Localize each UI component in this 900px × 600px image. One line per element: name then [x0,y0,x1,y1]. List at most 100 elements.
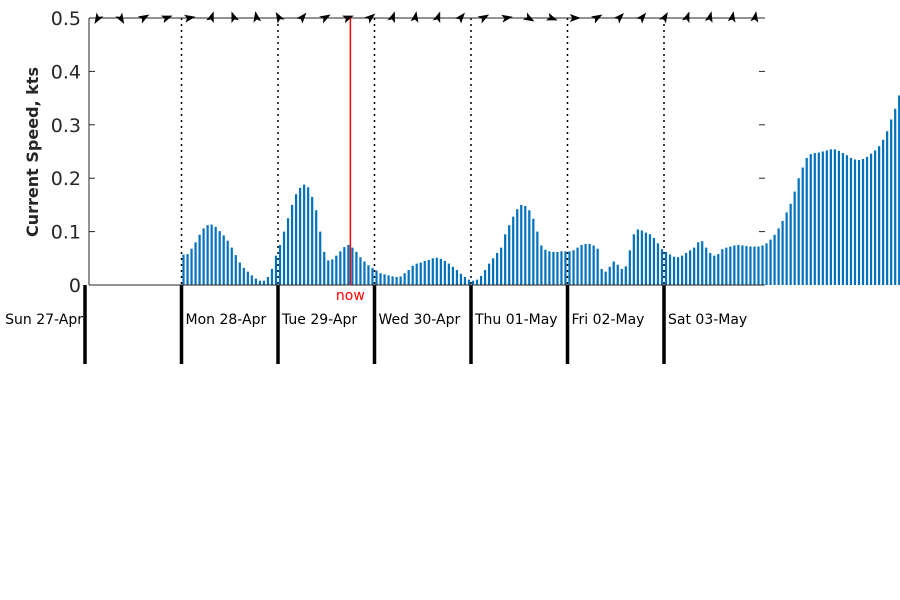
bar [612,261,615,285]
bar [580,244,583,285]
bar [504,234,507,285]
y-tick-label: 0.1 [51,222,81,244]
bar [540,245,543,285]
bar [331,259,334,285]
bar [512,216,515,285]
day-label: Tue 29-Apr [281,312,357,328]
bar [640,230,643,285]
bar [536,231,539,285]
x-axis-day-labels: Sun 27-Apr Mon 28-Apr Tue 29-Apr Wed 30-Apr… [5,312,747,328]
bar [492,258,495,285]
bar [266,276,270,285]
bar [886,131,889,285]
bar [596,248,599,285]
bar [423,260,426,285]
direction-arrow [545,12,558,21]
bar [483,270,487,285]
bar [805,157,808,285]
bar [383,274,386,285]
bar [849,157,853,285]
bar [319,231,322,285]
bar [676,257,680,285]
y-tick-label: 0.5 [51,8,81,30]
direction-arrows [94,11,759,25]
bar [399,276,402,285]
direction-arrow [477,14,490,24]
bar [391,276,394,285]
bar [439,258,442,285]
bar [833,149,836,285]
day-separators [83,18,666,364]
bar [487,263,491,285]
direction-arrow [160,15,173,24]
direction-arrow [115,12,125,25]
bar [660,249,664,285]
bar [785,212,788,285]
bar [765,243,768,285]
bar [339,251,342,285]
bar [206,225,209,285]
bar [315,210,318,285]
day-label: Mon 28-Apr [186,312,267,328]
bar [890,119,893,286]
bar [455,270,459,285]
bar [857,160,861,285]
bar [701,241,704,285]
bar [813,153,816,285]
now-label: now [336,288,365,304]
bar [190,248,193,285]
bar [648,234,652,285]
direction-arrow [501,14,513,23]
bar [496,252,499,285]
direction-arrow [319,14,331,24]
bar [552,251,555,285]
day-label: Fri 02-May [572,312,645,328]
bar [568,251,571,285]
bar [757,246,760,285]
y-tick-label: 0.4 [51,61,81,83]
bar [246,271,249,285]
bar [198,234,201,285]
bar [435,257,438,285]
bar [829,149,832,285]
day-label: Wed 30-Apr [379,312,461,328]
bar [508,225,511,285]
bar [548,251,551,285]
bar [564,251,567,285]
bar [294,194,298,285]
bar [262,280,266,285]
bar [644,232,648,285]
bar [290,204,294,285]
bar [258,280,262,285]
y-tick-label: 0 [69,275,81,297]
bar [761,245,764,285]
direction-arrow [296,12,307,24]
bar [592,245,595,285]
bar [343,247,346,285]
bar [753,246,756,285]
bar [226,240,229,285]
bar [693,247,696,285]
direction-arrow [432,11,441,24]
direction-arrow [94,12,104,25]
bar [278,244,282,285]
bar [769,239,772,285]
bar [560,251,563,285]
bar [463,276,467,285]
bar [821,151,824,285]
bar [616,264,619,285]
bar [411,265,414,285]
bar [837,150,841,285]
bar [873,150,877,285]
bar [656,243,660,285]
bar [371,267,374,285]
y-axis-label: Current Speed, kts [23,67,42,237]
bar [500,247,503,285]
direction-arrow [342,15,354,24]
bar [467,279,471,285]
bar [323,251,326,285]
bar [532,218,535,285]
bar [572,250,575,285]
bar [576,247,579,285]
bar [882,139,885,285]
